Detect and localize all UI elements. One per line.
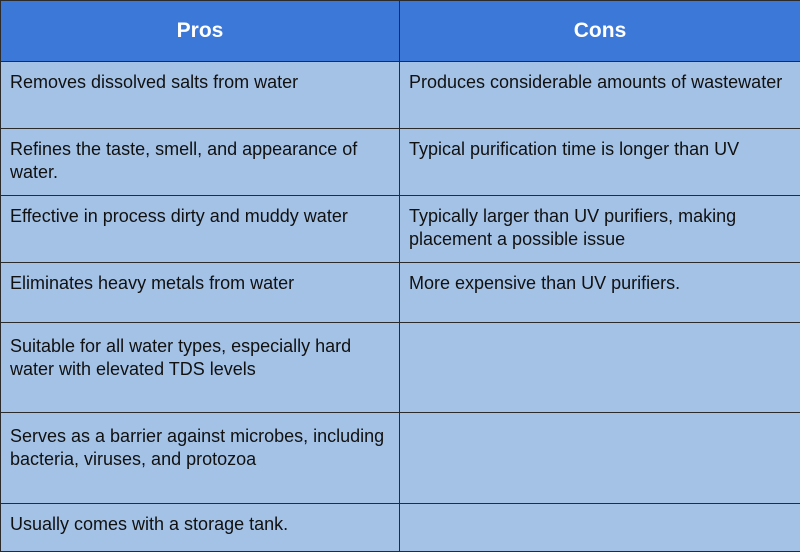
con-cell — [400, 413, 800, 504]
table-row: Usually comes with a storage tank. — [1, 504, 800, 552]
cons-header: Cons — [400, 1, 800, 62]
pro-cell: Eliminates heavy metals from water — [1, 263, 400, 323]
table-row: Serves as a barrier against microbes, in… — [1, 413, 800, 504]
table-row: Eliminates heavy metals from water More … — [1, 263, 800, 323]
header-row: Pros Cons — [1, 1, 800, 62]
pro-cell: Serves as a barrier against microbes, in… — [1, 413, 400, 504]
con-cell: More expensive than UV purifiers. — [400, 263, 800, 323]
table-row: Refines the taste, smell, and appearance… — [1, 129, 800, 196]
pro-cell: Usually comes with a storage tank. — [1, 504, 400, 552]
pro-cell: Refines the taste, smell, and appearance… — [1, 129, 400, 196]
pro-cell: Suitable for all water types, especially… — [1, 323, 400, 413]
pros-header: Pros — [1, 1, 400, 62]
table-row: Effective in process dirty and muddy wat… — [1, 196, 800, 263]
con-cell — [400, 504, 800, 552]
table-row: Suitable for all water types, especially… — [1, 323, 800, 413]
pro-cell: Effective in process dirty and muddy wat… — [1, 196, 400, 263]
con-cell: Typical purification time is longer than… — [400, 129, 800, 196]
table-row: Removes dissolved salts from water Produ… — [1, 62, 800, 129]
con-cell: Typically larger than UV purifiers, maki… — [400, 196, 800, 263]
pro-cell: Removes dissolved salts from water — [1, 62, 400, 129]
con-cell: Produces considerable amounts of wastewa… — [400, 62, 800, 129]
con-cell — [400, 323, 800, 413]
